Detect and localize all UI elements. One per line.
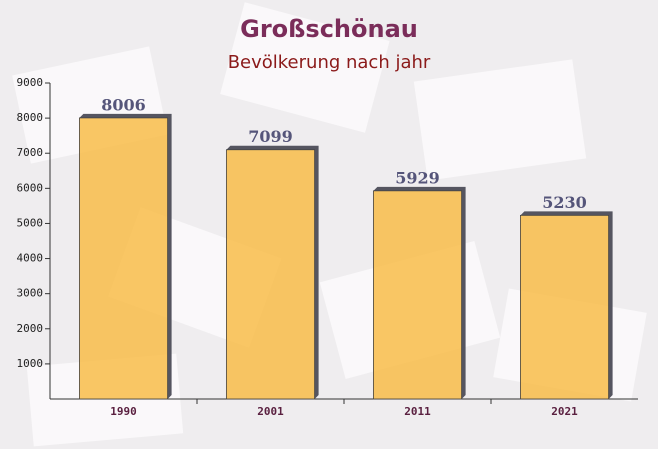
value-label: 8006: [101, 95, 146, 114]
y-tick-label: 2000: [17, 322, 44, 335]
x-tick-label: 2001: [257, 405, 284, 418]
y-tick-label: 8000: [17, 111, 44, 124]
y-tick-label: 1000: [17, 357, 44, 370]
y-tick-label: 9000: [17, 76, 44, 89]
bar: [520, 214, 610, 400]
y-tick-label: 5000: [17, 216, 44, 229]
bar: [79, 117, 168, 400]
y-tick-label: 3000: [17, 287, 44, 300]
y-tick-label: 4000: [17, 252, 44, 265]
y-tick-label: 7000: [17, 146, 44, 159]
x-tick-label: 1990: [110, 405, 137, 418]
x-tick-label: 2011: [404, 405, 431, 418]
value-label: 5929: [395, 168, 440, 187]
value-label: 5230: [542, 193, 587, 212]
value-label: 7099: [248, 127, 293, 146]
bar: [225, 149, 315, 400]
bar: [372, 190, 462, 400]
x-tick-label: 2021: [551, 405, 578, 418]
chart-title: Großschönau: [240, 15, 418, 43]
chart-subtitle: Bevölkerung nach jahr: [228, 52, 431, 73]
y-tick-label: 6000: [17, 181, 44, 194]
